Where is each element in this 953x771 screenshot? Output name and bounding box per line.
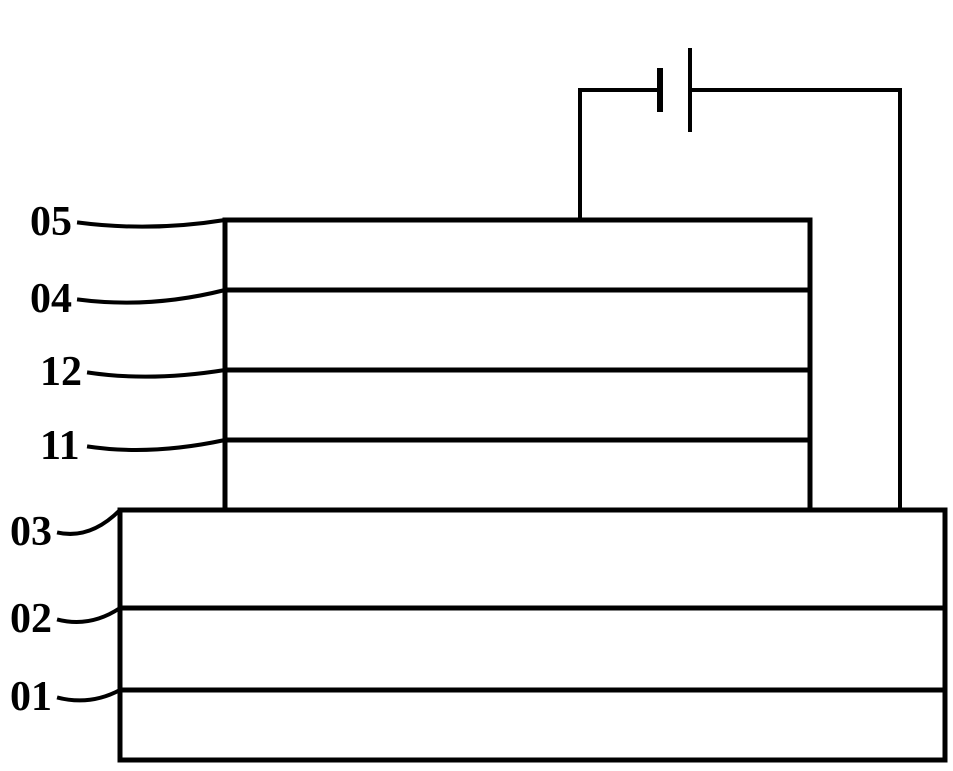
leader-line: [77, 220, 225, 227]
leader-line: [57, 510, 120, 534]
wire-right: [690, 90, 900, 510]
layer-label: 05: [30, 199, 72, 245]
layer-label: 01: [10, 674, 52, 720]
layer-label: 04: [30, 276, 72, 322]
leader-line: [57, 608, 120, 622]
wire-left: [580, 90, 660, 220]
upper-stack-outline: [225, 220, 810, 510]
layer-label: 11: [40, 423, 80, 469]
leader-line: [57, 690, 120, 700]
leader-line: [87, 440, 225, 450]
schematic-diagram: 05 04 12 11 03 02 01: [0, 0, 953, 771]
leader-line: [87, 370, 225, 377]
layer-label: 12: [40, 349, 82, 395]
layer-label: 02: [10, 596, 52, 642]
leader-line: [77, 290, 225, 303]
layer-label: 03: [10, 509, 52, 555]
lower-stack-outline: [120, 510, 945, 760]
